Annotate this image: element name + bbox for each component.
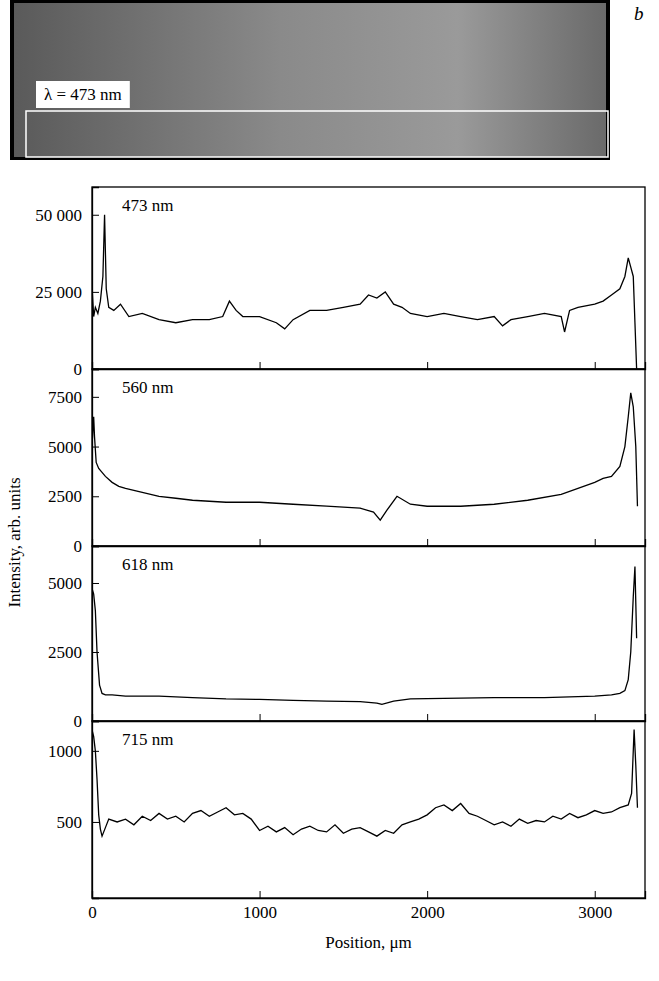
y-tick-label: 5000 — [48, 574, 82, 593]
image-label-box — [36, 81, 130, 108]
y-axis-title: Intensity, arb. units — [5, 477, 24, 607]
x-tick-mark — [427, 714, 428, 721]
wavelength-label: 715 nm — [122, 730, 173, 749]
y-tick-label: 2500 — [48, 487, 82, 506]
y-tick-label: 1000 — [48, 742, 82, 761]
y-axis: 0 2500 5000 7500 — [48, 370, 99, 556]
y-tick: 500 — [57, 813, 100, 832]
plot-frame — [92, 187, 645, 369]
x-axis: 0 1000 2000 3000 — [88, 891, 645, 922]
x-tick-mark — [260, 891, 261, 898]
x-tick — [260, 714, 261, 721]
wavelength-label: 560 nm — [122, 378, 173, 397]
y-tick: 1000 — [48, 742, 99, 761]
y-axis-line — [93, 188, 100, 370]
x-tick-label: 1000 — [243, 903, 277, 922]
y-tick-label: 7500 — [48, 388, 82, 407]
x-tick: 1000 — [243, 891, 277, 922]
figure: λ = 473 nmb025 00050 000473 nm0250050007… — [0, 0, 659, 981]
y-tick-mark — [92, 652, 99, 653]
y-tick-mark — [92, 397, 99, 398]
x-tick — [427, 714, 428, 721]
x-tick-mark — [427, 891, 428, 898]
wavelength-label: 473 nm — [122, 196, 173, 215]
image-label: λ = 473 nm — [44, 85, 122, 104]
x-tick-mark — [595, 714, 596, 721]
y-tick: 25 000 — [35, 283, 99, 302]
x-axis-line — [93, 891, 646, 899]
wavelength-label: 618 nm — [122, 555, 173, 574]
panel: 0 25 000 50 000 473 nm — [35, 187, 645, 379]
x-tick — [260, 539, 261, 546]
x-tick — [595, 539, 596, 546]
plot-area — [92, 215, 637, 369]
plot-area — [92, 566, 637, 704]
y-tick-label: 0 — [74, 712, 83, 731]
y-tick-label: 0 — [74, 537, 83, 556]
intensity-line — [92, 566, 637, 704]
plot-frame — [92, 369, 645, 546]
x-tick: 2000 — [411, 891, 445, 922]
y-tick-label: 500 — [57, 813, 83, 832]
x-tick-mark — [595, 539, 596, 546]
y-tick-label: 2500 — [48, 643, 82, 662]
x-tick-mark — [595, 891, 596, 898]
y-tick: 5000 — [48, 574, 99, 593]
x-tick-label: 0 — [88, 903, 97, 922]
y-tick-label: 0 — [74, 360, 83, 379]
y-tick-mark — [92, 292, 99, 293]
y-tick-mark — [92, 583, 99, 584]
x-tick — [427, 362, 428, 369]
plot-area — [92, 393, 637, 520]
x-axis-title: Position, μm — [325, 933, 412, 952]
intensity-line — [92, 215, 637, 369]
plot-frame — [92, 721, 645, 898]
y-tick: 2500 — [48, 487, 99, 506]
y-tick: 5000 — [48, 438, 99, 457]
y-tick-mark — [92, 496, 99, 497]
y-axis: 500 1000 — [48, 722, 99, 899]
y-tick-mark — [92, 215, 99, 216]
y-tick-mark — [92, 822, 99, 823]
panel: 0 1000 2000 3000 500 1000 715 nm — [48, 721, 646, 922]
plot-area — [92, 730, 637, 837]
y-tick: 50 000 — [35, 206, 99, 225]
y-tick-label: 50 000 — [35, 206, 82, 225]
intensity-line — [92, 730, 637, 837]
micrograph: λ = 473 nm — [10, 0, 610, 160]
x-tick: 3000 — [578, 891, 612, 922]
y-axis: 0 2500 5000 — [48, 547, 99, 731]
x-tick-mark — [427, 362, 428, 369]
y-tick-label: 25 000 — [35, 283, 82, 302]
y-tick: 7500 — [48, 388, 99, 407]
x-tick — [595, 714, 596, 721]
x-tick — [260, 362, 261, 369]
image-frame — [10, 0, 610, 160]
plot-frame — [92, 546, 645, 721]
x-tick-label: 3000 — [578, 903, 612, 922]
x-tick-mark — [260, 539, 261, 546]
panel: 0 2500 5000 618 nm — [48, 546, 646, 731]
x-tick-mark — [260, 362, 261, 369]
x-tick-mark — [260, 714, 261, 721]
x-tick-mark — [595, 362, 596, 369]
intensity-line — [92, 393, 637, 520]
x-tick-label: 2000 — [411, 903, 445, 922]
x-tick — [595, 362, 596, 369]
x-tick — [427, 539, 428, 546]
x-tick-mark — [427, 539, 428, 546]
y-tick-label: 5000 — [48, 438, 82, 457]
panel-letter: b — [634, 3, 644, 24]
image-area — [14, 3, 606, 157]
panel: 0 2500 5000 7500 560 nm — [48, 369, 646, 556]
y-tick: 2500 — [48, 643, 99, 662]
scan-region — [26, 111, 608, 157]
y-axis: 0 25 000 50 000 — [35, 188, 99, 379]
